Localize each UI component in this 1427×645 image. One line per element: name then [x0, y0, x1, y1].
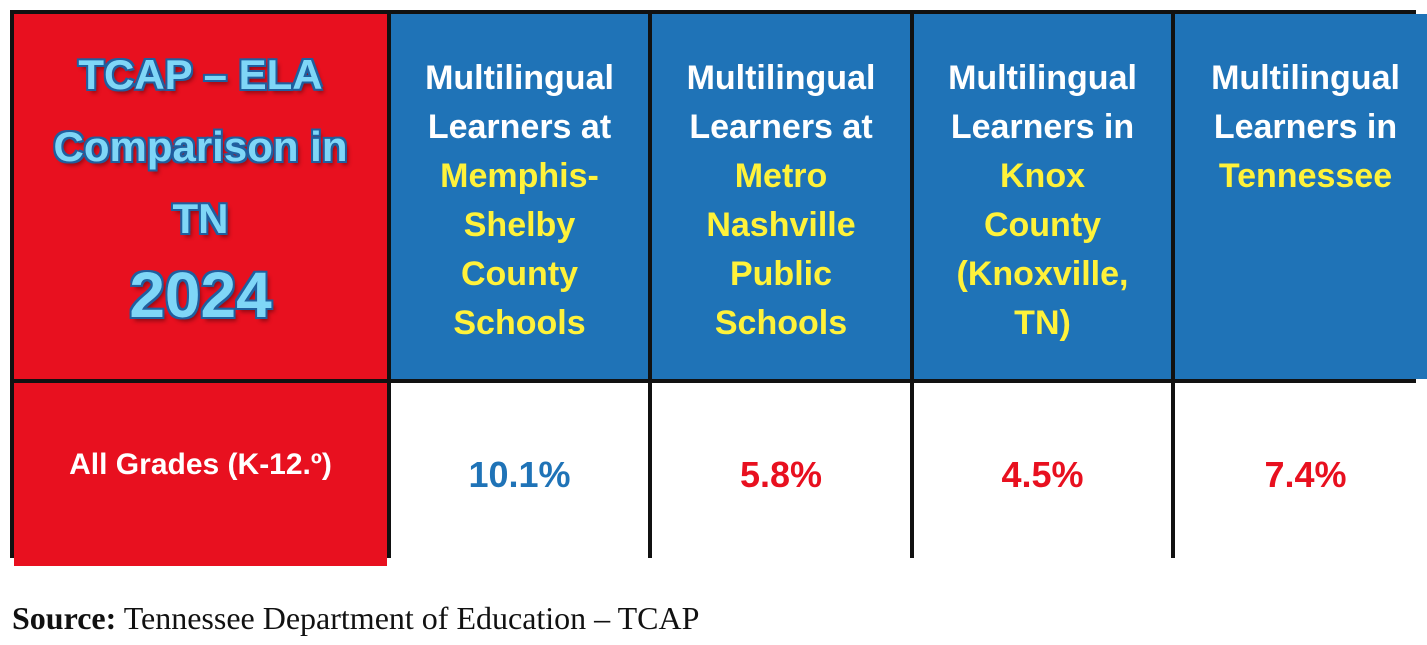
value-cell: 10.1% — [391, 383, 648, 566]
header-lead: Multilingual Learners in — [948, 59, 1137, 146]
row-label: All Grades (K-12.º) — [69, 447, 332, 481]
table: TCAP – ELA Comparison in TN 2024 Multili… — [10, 10, 1427, 566]
title-cell: TCAP – ELA Comparison in TN 2024 — [14, 14, 387, 379]
value-cell: 4.5% — [914, 383, 1171, 566]
source: Source: Tennessee Department of Educatio… — [12, 600, 699, 637]
column-header: Multilingual Learners in Knox County (Kno… — [914, 14, 1171, 379]
header-place: Memphis-Shelby County Schools — [440, 157, 599, 342]
header-lead: Multilingual Learners at — [686, 59, 876, 146]
value-cell: 5.8% — [652, 383, 910, 566]
title: TCAP – ELA Comparison in TN — [53, 50, 348, 242]
header-place: Metro Nashville Public Schools — [706, 157, 856, 342]
header-place: Tennessee — [1218, 157, 1393, 195]
column-header: Multilingual Learners at Memphis-Shelby C… — [391, 14, 648, 379]
header-place: Knox County (Knoxville, TN) — [956, 157, 1129, 342]
year: 2024 — [129, 258, 272, 331]
value-cell: 7.4% — [1175, 383, 1427, 566]
row-header: All Grades (K-12.º) — [14, 383, 387, 566]
header-lead: Multilingual Learners at — [425, 59, 614, 146]
header-lead: Multilingual Learners in — [1211, 59, 1400, 146]
source-text: Tennessee Department of Education – TCAP — [123, 600, 700, 636]
column-header: Multilingual Learners at Metro Nashville … — [652, 14, 910, 379]
column-header: Multilingual Learners in Tennessee — [1175, 14, 1427, 379]
source-label: Source: — [12, 600, 117, 636]
